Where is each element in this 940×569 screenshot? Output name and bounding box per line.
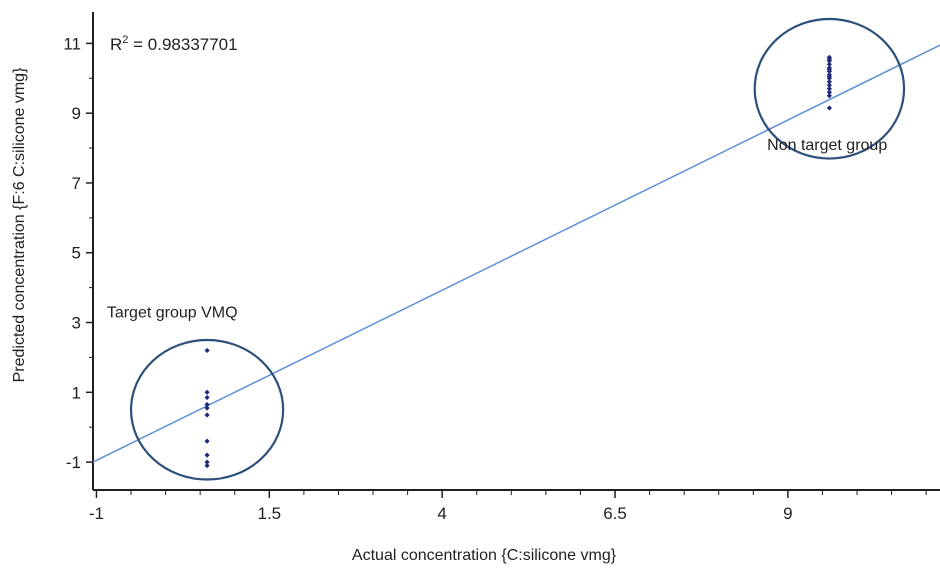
data-point bbox=[826, 86, 832, 92]
plot-area: -1 1 3 5 7 9 11 -1 1.5 4 6.5 9 Target group VMQ Non t… bbox=[63, 12, 940, 523]
data-point bbox=[826, 72, 832, 78]
data-point bbox=[826, 82, 832, 88]
data-point bbox=[204, 462, 210, 469]
data-point bbox=[826, 89, 832, 95]
data-point bbox=[204, 347, 210, 354]
group-circle bbox=[753, 17, 906, 160]
x-tick-label: 9 bbox=[783, 504, 792, 523]
r-squared-value: = 0.98337701 bbox=[128, 35, 237, 54]
r-squared-r: R bbox=[110, 35, 122, 54]
annotation-label: Non target group bbox=[767, 137, 887, 154]
data-point bbox=[204, 394, 210, 401]
x-tick-label: 4 bbox=[437, 504, 446, 523]
regression-line bbox=[92, 44, 940, 463]
data-point bbox=[826, 93, 832, 99]
r-squared-label: R2 = 0.98337701 bbox=[110, 34, 238, 54]
data-point bbox=[204, 459, 210, 465]
data-point bbox=[204, 438, 210, 444]
data-point bbox=[204, 405, 210, 411]
y-tick-label: 1 bbox=[72, 383, 81, 402]
data-point bbox=[826, 105, 832, 111]
annotation-label: Target group VMQ bbox=[107, 305, 238, 322]
data-point bbox=[204, 412, 210, 418]
x-tick-label: 6.5 bbox=[603, 504, 627, 523]
r-squared-superscript: 2 bbox=[122, 34, 128, 46]
data-point bbox=[204, 401, 210, 408]
data-point bbox=[826, 79, 832, 85]
data-point bbox=[826, 61, 832, 67]
data-point bbox=[204, 389, 210, 395]
y-tick-label: 3 bbox=[72, 314, 81, 333]
y-tick-label: 11 bbox=[63, 34, 81, 53]
group-circle bbox=[129, 338, 285, 481]
data-point bbox=[826, 65, 832, 71]
y-tick-label: 5 bbox=[72, 244, 81, 263]
y-tick-label: 9 bbox=[72, 104, 81, 123]
y-tick-label: -1 bbox=[66, 453, 81, 472]
x-tick-label: 1.5 bbox=[257, 504, 281, 523]
data-point bbox=[204, 452, 210, 458]
x-tick-label: -1 bbox=[89, 504, 104, 523]
x-axis-title: Actual concentration {C:silicone vmg} bbox=[352, 547, 617, 564]
y-tick-label: 7 bbox=[72, 174, 81, 193]
data-point bbox=[826, 54, 832, 60]
y-axis-title: Predicted concentration {F:6 C:silicone … bbox=[11, 67, 28, 382]
